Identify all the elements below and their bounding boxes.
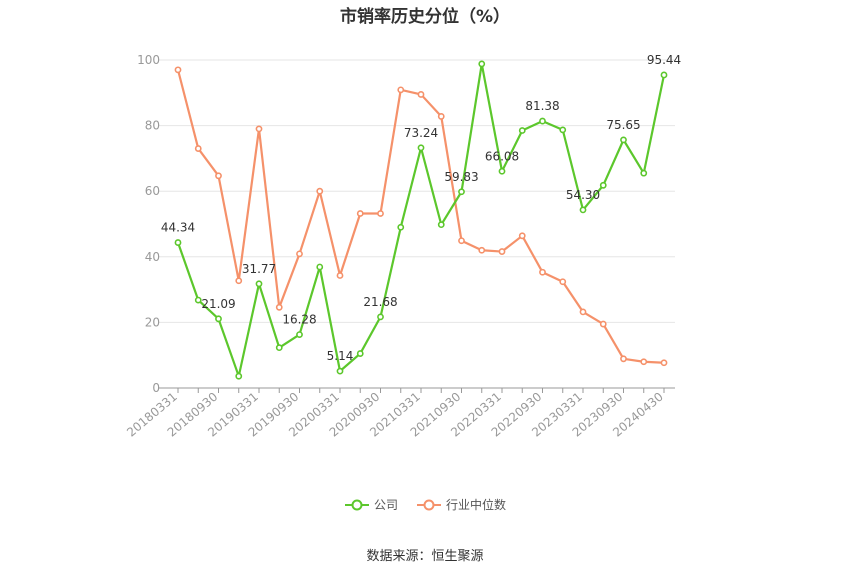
data-point-industry-median [579, 308, 587, 316]
data-point-industry-median [539, 268, 546, 276]
legend-industry-marker-icon [417, 499, 441, 510]
data-point-company [498, 167, 506, 175]
data-point-industry-median [255, 125, 263, 133]
data-point-company [579, 206, 587, 214]
data-label: 54.30 [566, 188, 600, 202]
data-point-company [640, 169, 648, 177]
data-point-industry-median [316, 187, 324, 195]
data-point-company [599, 181, 607, 189]
data-point-company [336, 367, 344, 375]
data-point-industry-median [356, 210, 364, 217]
data-point-company [539, 117, 546, 125]
data-point-industry-median [336, 272, 344, 279]
data-label: 73.24 [404, 126, 438, 140]
legend-company-label: 公司 [373, 498, 398, 512]
legend-item-company[interactable]: 公司 [344, 496, 398, 513]
data-point-industry-median [660, 359, 668, 367]
data-point-company [559, 126, 567, 134]
data-point-industry-median [478, 246, 486, 254]
legend-item-industry-median[interactable]: 行业中位数 [416, 496, 506, 513]
data-point-industry-median [235, 277, 243, 285]
data-point-company [194, 296, 202, 304]
data-label: 81.38 [525, 99, 559, 113]
data-point-company [660, 71, 668, 79]
data-label: 21.09 [201, 297, 235, 311]
data-point-industry-median [377, 210, 384, 217]
data-point-company [215, 315, 222, 323]
data-label: 21.68 [363, 295, 397, 309]
data-point-company [397, 223, 405, 231]
data-point-company [316, 263, 324, 271]
data-point-industry-median [397, 86, 405, 94]
data-point-company [174, 239, 182, 246]
chart-title: 市销率历史分位（%） [339, 7, 511, 27]
data-point-industry-median [518, 232, 526, 240]
data-point-company [478, 60, 486, 68]
y-tick-label: 80 [145, 119, 160, 133]
data-point-company [620, 136, 627, 144]
y-tick-label: 40 [145, 250, 160, 264]
source-note: 数据来源：恒生聚源 [366, 549, 484, 564]
data-point-company [377, 313, 384, 321]
data-point-industry-median [458, 237, 465, 245]
y-tick-label: 100 [137, 53, 160, 67]
data-point-industry-median [498, 248, 506, 255]
data-label: 95.44 [647, 53, 681, 67]
y-tick-label: 0 [152, 381, 160, 395]
data-point-industry-median [194, 145, 202, 152]
legend: 公司 行业中位数 [0, 496, 850, 513]
data-label: 44.34 [161, 221, 195, 235]
y-tick-label: 20 [145, 315, 160, 329]
data-point-industry-median [296, 250, 303, 258]
data-point-company [296, 331, 303, 339]
data-point-industry-median [559, 278, 567, 286]
data-point-company [235, 372, 243, 380]
data-point-company [518, 127, 526, 134]
data-label: 66.08 [485, 149, 519, 163]
series-line-company [176, 62, 666, 378]
data-point-company [255, 280, 263, 288]
legend-industry-label: 行业中位数 [446, 498, 507, 512]
data-point-industry-median [620, 355, 627, 363]
data-point-industry-median [437, 113, 445, 120]
data-point-company [458, 188, 465, 196]
data-point-industry-median [275, 303, 283, 311]
data-point-company [275, 344, 283, 352]
data-point-industry-median [599, 320, 607, 328]
data-point-industry-median [640, 358, 648, 366]
y-tick-label: 60 [145, 184, 160, 198]
data-label: 16.28 [282, 313, 316, 327]
data-label: 75.65 [606, 118, 640, 132]
data-label: 5.14 [327, 349, 354, 363]
legend-company-marker-icon [344, 499, 369, 510]
data-point-company [417, 144, 425, 152]
data-label: 59.83 [444, 170, 478, 184]
data-point-industry-median [174, 66, 182, 74]
data-point-industry-median [417, 91, 425, 98]
data-point-company [437, 221, 445, 229]
data-point-industry-median [215, 172, 222, 180]
data-label: 31.77 [242, 262, 276, 276]
data-point-company [356, 350, 364, 357]
